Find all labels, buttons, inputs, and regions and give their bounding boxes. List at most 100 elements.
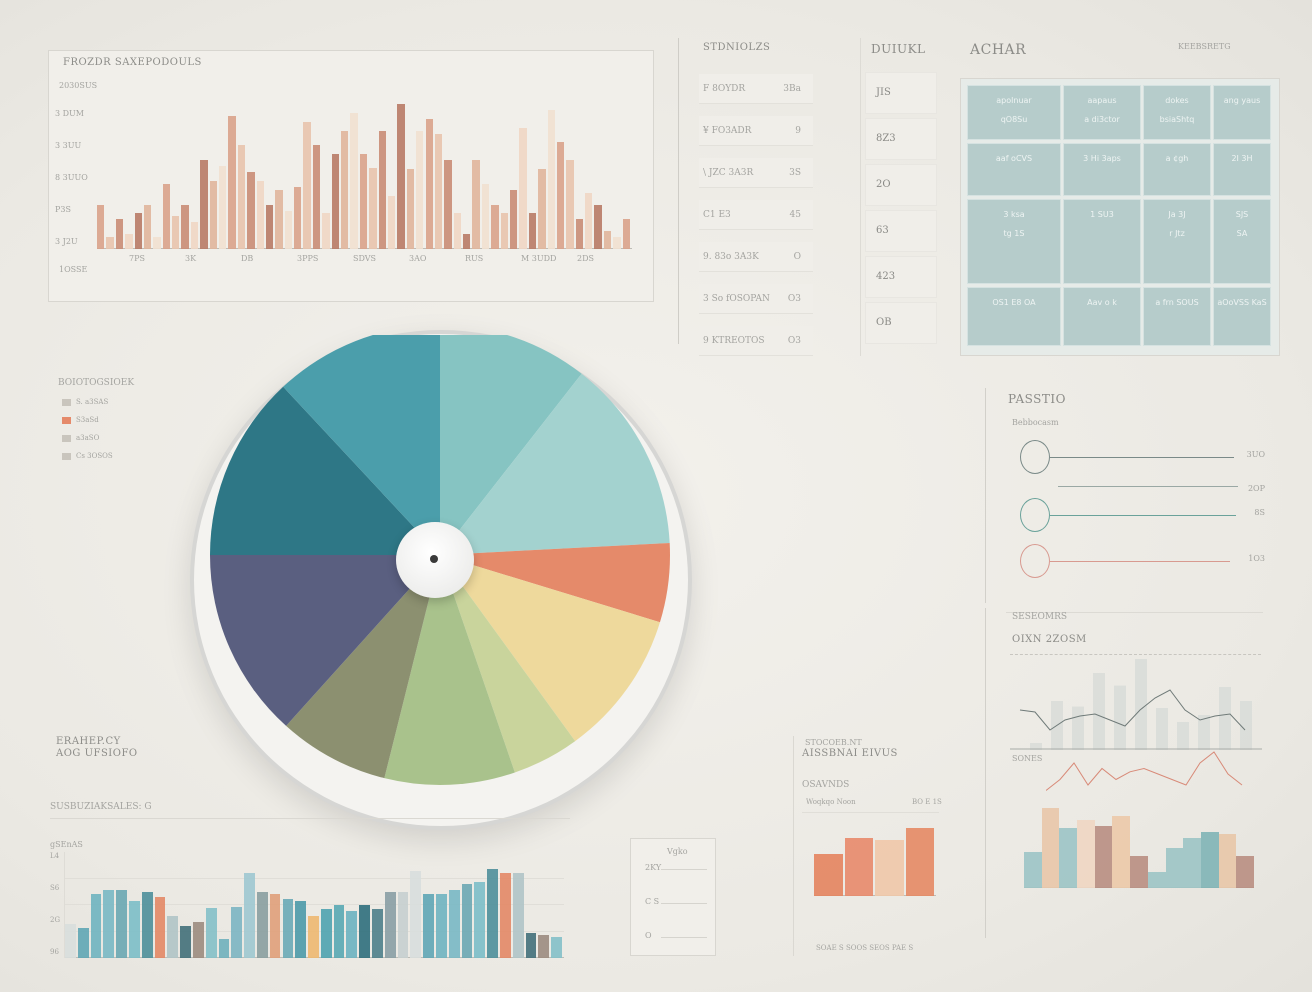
top-chart-bar xyxy=(463,234,471,249)
small-chart-bar xyxy=(905,828,934,896)
y-tick: S6 xyxy=(50,884,60,892)
grid-cell: Ja 3J r Jtz xyxy=(1143,199,1211,284)
legend-item[interactable]: Cs 3OSOS xyxy=(60,450,180,464)
bottom-chart-bar xyxy=(256,892,268,958)
bottom-chart-bar xyxy=(192,921,204,958)
bottom-chart-bar xyxy=(282,898,294,958)
small-bars-title-2: AISSBNAI EIVUS xyxy=(802,748,898,759)
slider-track[interactable] xyxy=(1050,457,1234,458)
stat-cell[interactable]: OB xyxy=(865,302,937,344)
bottom-y-ticks: L4 S6 2G 96 xyxy=(50,852,66,958)
x-tick: 3AO xyxy=(409,254,427,263)
bottom-chart-bar xyxy=(397,892,409,958)
bottom-chart-bar xyxy=(128,900,140,958)
grid-cell-text: qO8Su xyxy=(1000,115,1028,124)
bottom-chart-bar xyxy=(77,928,89,958)
stat-cell-value: OB xyxy=(876,317,892,328)
stat-title: DUIUKL xyxy=(871,42,926,56)
top-chart-bar xyxy=(538,169,546,249)
right-chart-bar xyxy=(1112,816,1131,888)
top-chart-bar xyxy=(416,130,424,249)
mini-row-line xyxy=(661,903,707,904)
top-chart-bar xyxy=(556,142,565,249)
y-tick: P3S xyxy=(55,205,71,214)
top-chart-bar xyxy=(162,183,171,249)
bottom-chart-bar xyxy=(384,892,396,958)
mini-row-line xyxy=(661,937,707,938)
list-item[interactable]: \ JZC 3A3R 3S xyxy=(699,158,813,188)
slider-knob[interactable] xyxy=(1020,440,1050,474)
pie-center-knob[interactable] xyxy=(396,522,474,598)
pie-slice xyxy=(286,555,440,779)
slider-knob[interactable] xyxy=(1020,498,1050,532)
small-bar-chart xyxy=(814,826,936,896)
stat-cell[interactable]: 63 xyxy=(865,210,937,252)
slider-track[interactable] xyxy=(1058,486,1238,487)
legend-item[interactable]: a3aSO xyxy=(60,432,180,446)
stat-column: DUIUKL JIS 8Z3 2O 63 423 OB xyxy=(860,38,940,356)
grid-cell-text: 3 Hi 3aps xyxy=(1083,154,1121,163)
gray-bar xyxy=(1135,659,1147,750)
right-chart-bar xyxy=(1200,832,1219,888)
bottom-chart-bar xyxy=(167,915,179,958)
grid-cell-text: 1 SU3 xyxy=(1090,210,1114,219)
stat-cell[interactable]: JIS xyxy=(865,72,937,114)
list-item-label: 3 So fOSOPAN xyxy=(703,294,770,304)
pie-chart xyxy=(210,335,670,785)
grid-cell-text: Aav o k xyxy=(1087,298,1117,307)
grid-cell: 2I 3H xyxy=(1213,143,1271,196)
top-chart-bar xyxy=(491,204,499,249)
bottom-chart-bar xyxy=(320,909,332,958)
list-item[interactable]: ¥ FO3ADR 9 xyxy=(699,116,813,146)
legend-item[interactable]: S3aSd xyxy=(60,414,180,428)
stat-cell[interactable]: 423 xyxy=(865,256,937,298)
bottom-chart-bar xyxy=(448,890,460,958)
pie-slice xyxy=(384,555,515,785)
list-item-label: 9. 83o 3A3K xyxy=(703,252,759,262)
stat-cell[interactable]: 2O xyxy=(865,164,937,206)
bottom-chart-bar xyxy=(487,868,498,958)
top-chart-bar xyxy=(528,213,537,249)
grid-cell-text: 3 ksa xyxy=(1003,210,1025,219)
top-chart-bar xyxy=(397,103,405,249)
top-chart-bar xyxy=(200,160,208,249)
small-bars-value-label: BO E 1S xyxy=(912,798,942,806)
mini-row-label: C S xyxy=(645,897,660,906)
mini-row-label: 2KY xyxy=(645,863,662,872)
top-chart-bar xyxy=(115,219,124,249)
bottom-chart-bar xyxy=(474,881,486,958)
gray-bar xyxy=(1177,722,1189,750)
top-chart-bar xyxy=(378,130,386,249)
grid-cell: apolnuar qO8Su xyxy=(967,85,1061,140)
small-bars-sublabel: Woqkqo Noon xyxy=(806,798,856,806)
list-item[interactable]: C1 E3 45 xyxy=(699,200,813,230)
legend-swatch xyxy=(62,435,71,442)
grid-cell: 3 Hi 3aps xyxy=(1063,143,1141,196)
grid-subtitle: KEEBSRETG xyxy=(1178,42,1231,51)
right-chart-panel: SESEOMRS OIXN 2ZOSM SONES xyxy=(985,608,1275,938)
top-chart-bar xyxy=(228,115,236,249)
top-chart-bar xyxy=(603,231,612,249)
stat-cell-value: JIS xyxy=(876,87,891,98)
grid-cell: a ¢gh xyxy=(1143,143,1211,196)
stat-cell[interactable]: 8Z3 xyxy=(865,118,937,160)
bottom-chart-bar xyxy=(90,894,102,958)
red-line-chart xyxy=(1046,751,1243,791)
slider-knob[interactable] xyxy=(1020,544,1050,578)
x-tick: 7PS xyxy=(129,254,145,263)
list-item[interactable]: 9 KTREOTOS O3 xyxy=(699,326,813,356)
pie-slice xyxy=(210,555,440,726)
knob-dot-icon xyxy=(430,555,438,563)
grid-line xyxy=(65,877,564,879)
bottom-chart-bar xyxy=(372,909,383,958)
list-item[interactable]: 3 So fOSOPAN O3 xyxy=(699,284,813,314)
slider-track[interactable] xyxy=(1050,561,1230,562)
slider-track[interactable] xyxy=(1050,515,1236,516)
pie-caption-1: ERAHEP.CY xyxy=(56,736,121,747)
list-item[interactable]: 9. 83o 3A3K O xyxy=(699,242,813,272)
slider-title: PASSTIO xyxy=(1008,392,1066,406)
right-mid-label: SONES xyxy=(1012,754,1043,763)
list-item[interactable]: F 8OYDR 3Ba xyxy=(699,74,813,104)
legend-item[interactable]: S. a3SAS xyxy=(60,396,180,410)
grid-cell-text: 2I 3H xyxy=(1231,154,1253,163)
